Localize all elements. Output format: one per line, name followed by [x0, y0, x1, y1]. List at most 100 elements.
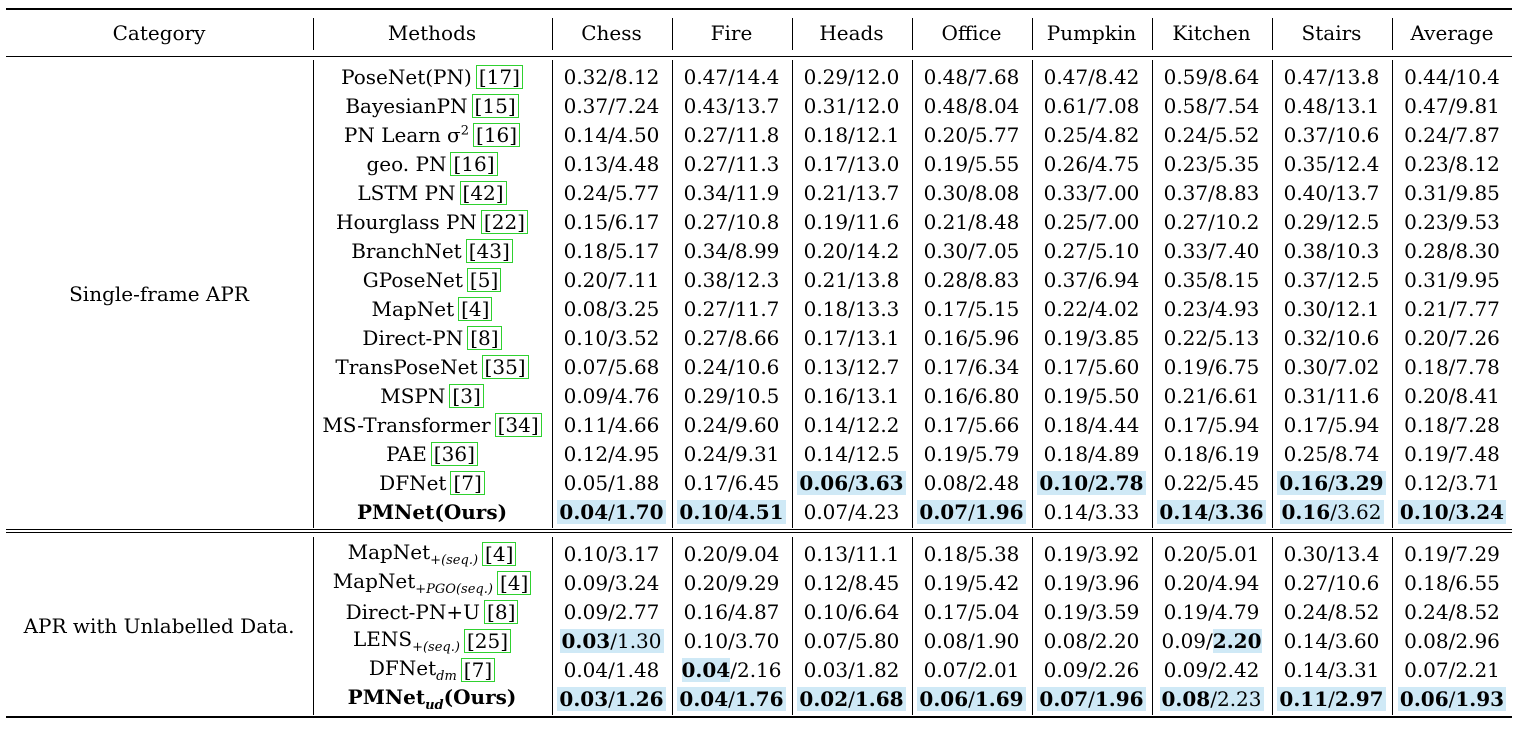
value-rotation: 7.26 [1455, 325, 1500, 350]
value-rotation: 10.6 [1334, 325, 1380, 350]
value-position: 0.28 [1404, 238, 1449, 263]
value-text: 0.27/10.6 [1283, 570, 1380, 595]
value-rotation: 2.42 [1214, 657, 1260, 682]
table-row: MS-Transformer [34] 0.11/4.66 0.24/9.60 0.14… [6, 410, 1512, 439]
value-cell: 0.20/9.04 [672, 539, 791, 568]
citation-link[interactable]: 16 [483, 122, 510, 147]
method-name: DFNetdm [369, 656, 457, 684]
citation-box[interactable]: [4] [496, 570, 532, 595]
value-cell: 0.13/11.1 [792, 539, 911, 568]
citation-link[interactable]: 3 [460, 383, 473, 408]
citation-link[interactable]: 8 [478, 325, 491, 350]
citation-box[interactable]: [4] [482, 541, 517, 566]
column-divider [672, 18, 673, 50]
value-rotation: 5.52 [1214, 122, 1260, 147]
citation-box[interactable]: [36] [430, 441, 478, 466]
value-rotation: 5.38 [974, 541, 1020, 566]
citation-box[interactable]: [35] [481, 354, 529, 379]
value-position: 0.04 [681, 657, 731, 682]
citation-box[interactable]: [17] [475, 64, 523, 89]
citation-link[interactable]: 4 [507, 570, 521, 595]
value-text: 0.59/8.64 [1163, 64, 1260, 89]
value-rotation: 6.61 [1214, 383, 1260, 408]
citation-link[interactable]: 35 [492, 354, 518, 379]
citation-link[interactable]: 5 [477, 267, 491, 292]
value-text: 0.23/9.53 [1404, 209, 1500, 234]
value-rotation: 4.75 [1094, 151, 1140, 176]
value-cell: 0.37/7.24 [552, 91, 671, 120]
citation-box[interactable]: [15] [471, 93, 519, 118]
column-divider [672, 537, 673, 715]
value-position: 0.23 [1163, 151, 1209, 176]
value-rotation: 9.95 [1455, 267, 1500, 292]
citation-link[interactable]: 7 [471, 657, 485, 682]
method-label: BayesianPN [345, 93, 468, 118]
value-text: 0.20/9.29 [683, 570, 780, 595]
citation-box[interactable]: [43] [465, 238, 513, 263]
value-text: 0.12/4.95 [563, 441, 660, 466]
citation-box[interactable]: [25] [463, 628, 512, 653]
method-superscript: 2 [460, 122, 469, 138]
value-rotation: 8.64 [1214, 64, 1260, 89]
value-cell: 0.27/11.3 [672, 149, 791, 178]
value-cell: 0.09/2.77 [552, 597, 671, 626]
citation-box[interactable]: [3] [449, 383, 484, 408]
citation-link[interactable]: 36 [441, 441, 468, 466]
citation-box[interactable]: [7] [460, 657, 496, 682]
value-rotation: 10.5 [734, 383, 780, 408]
citation-box[interactable]: [7] [450, 470, 485, 495]
citation-box[interactable]: [16] [450, 151, 498, 176]
value-text: 0.17/6.45 [683, 470, 780, 495]
citation-link[interactable]: 34 [505, 412, 531, 437]
value-text: 0.19/6.75 [1163, 354, 1260, 379]
value-cell: 0.23/9.53 [1392, 207, 1512, 236]
method-label: geo. PN [366, 151, 447, 176]
value-cell: 0.18/4.44 [1032, 410, 1151, 439]
column-divider [552, 60, 553, 528]
value-rotation: 4.95 [614, 441, 660, 466]
citation-link[interactable]: 25 [474, 628, 501, 653]
column-divider [1392, 18, 1393, 50]
table-row: PAE [36] 0.12/4.95 0.24/9.31 0.14/12.5 0.19/5… [6, 439, 1512, 468]
citation-link[interactable]: 8 [494, 599, 508, 624]
citation-box[interactable]: [5] [466, 267, 502, 292]
value-rotation: 2.16 [736, 657, 782, 682]
citation-box[interactable]: [42] [459, 180, 507, 205]
citation-link[interactable]: 16 [461, 151, 487, 176]
citation-link[interactable]: 4 [492, 541, 506, 566]
citation-link[interactable]: 42 [470, 180, 496, 205]
value-cell: 0.12/3.71 [1392, 468, 1512, 497]
citation-box[interactable]: [34] [494, 412, 542, 437]
citation-link[interactable]: 17 [486, 64, 513, 89]
value-position: 0.12 [563, 441, 609, 466]
value-cell: 0.10/3.24 [1392, 497, 1512, 526]
value-text: 0.37/8.83 [1163, 180, 1260, 205]
value-rotation: 4.87 [734, 599, 780, 624]
value-rotation: 5.15 [974, 296, 1020, 321]
value-text: 0.18/6.55 [1404, 570, 1500, 595]
value-text: 0.10/3.17 [563, 541, 660, 566]
value-text: 0.19/7.48 [1404, 441, 1500, 466]
citation-box[interactable]: [16] [473, 122, 521, 147]
value-position: 0.26 [1043, 151, 1089, 176]
column-divider [552, 18, 553, 50]
value-cell: 0.20/14.2 [792, 236, 911, 265]
citation-link[interactable]: 7 [461, 470, 475, 495]
category-text: Single-frame APR [69, 282, 249, 306]
method-name: MapNet [372, 297, 455, 321]
citation-link[interactable]: 4 [468, 296, 482, 321]
value-cell: 0.14/4.50 [552, 120, 671, 149]
citation-box[interactable]: [8] [484, 599, 519, 624]
value-cell: 0.09/2.20 [1152, 626, 1271, 655]
value-cell: 0.18/6.19 [1152, 439, 1271, 468]
citation-box[interactable]: [22] [480, 209, 528, 234]
citation-link[interactable]: 43 [476, 238, 502, 263]
citation-link[interactable]: 15 [482, 93, 508, 118]
citation-link[interactable]: 22 [491, 209, 518, 234]
method-label: DFNet [368, 655, 437, 680]
value-position: 0.21 [803, 180, 849, 205]
citation-box[interactable]: [8] [467, 325, 502, 350]
citation-box[interactable]: [4] [458, 296, 493, 321]
value-cell: 0.59/8.64 [1152, 62, 1271, 91]
value-cell: 0.05/1.88 [552, 468, 671, 497]
